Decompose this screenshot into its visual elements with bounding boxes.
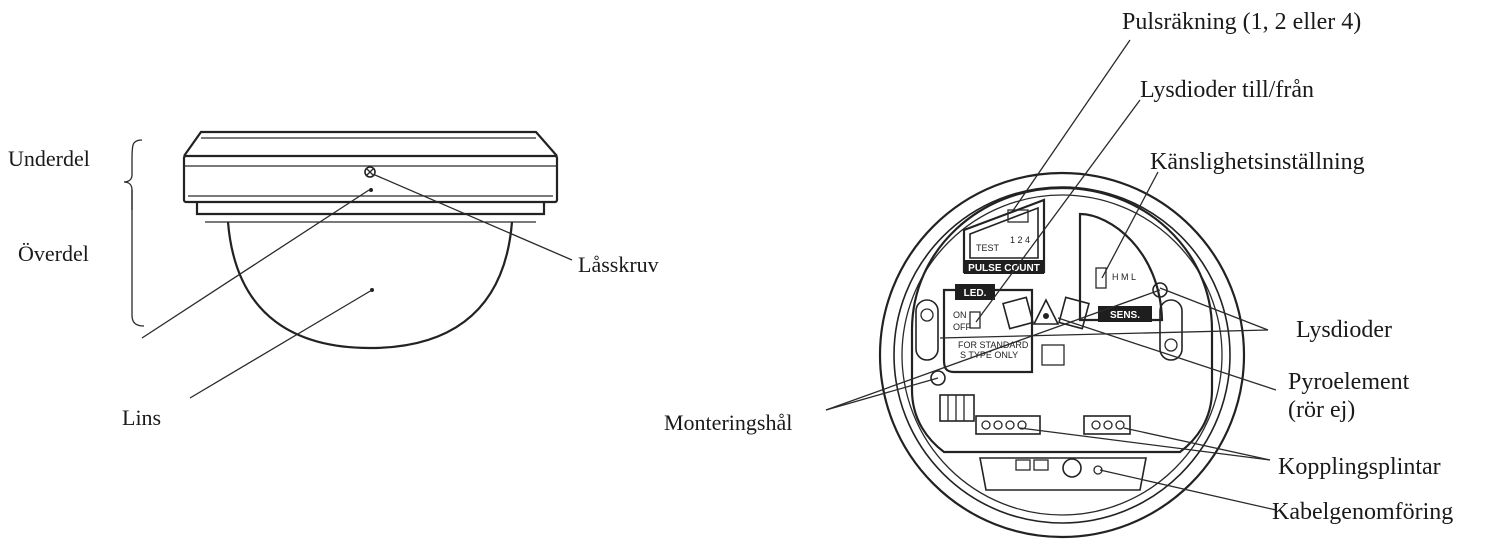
kabelgenomforing-leader: [1099, 469, 1277, 511]
led-switch: LED. ON OFF FOR STANDARD S TYPE ONLY: [942, 284, 1034, 374]
pyroelement: [1002, 296, 1090, 366]
label-pyroelement: Pyroelement: [1288, 369, 1410, 395]
label-monteringshal: Monteringshål: [664, 410, 793, 435]
pyroelement-leader: [1057, 317, 1277, 391]
svg-text:1 2 4: 1 2 4: [1010, 235, 1030, 245]
label-pulsrakning: Pulsräkning (1, 2 eller 4): [1122, 9, 1362, 35]
kopplingsplintar-leader-2: [1123, 427, 1271, 461]
svg-text:S TYPE ONLY: S TYPE ONLY: [960, 350, 1018, 360]
lins-leader: [189, 289, 373, 399]
terminal-blocks: [939, 394, 1131, 435]
svg-text:ON: ON: [953, 310, 967, 320]
overdel-leader: [141, 189, 370, 339]
label-lasskruv: Låsskruv: [578, 252, 659, 277]
kanslighet-leader: [1101, 171, 1159, 279]
label-underdel: Underdel: [8, 146, 90, 171]
overdel-bracket: [131, 190, 145, 327]
lysdioder-leader-1: [939, 329, 1269, 339]
monteringshal-leader-1: [825, 377, 939, 411]
pulsrakning-leader: [1011, 39, 1131, 213]
side-view-detector: [123, 130, 573, 399]
label-pyroelement-note: (rör ej): [1288, 397, 1356, 423]
svg-text:H M L: H M L: [1112, 272, 1136, 282]
underdel-bracket: [123, 139, 143, 210]
svg-text:OFF: OFF: [953, 322, 971, 332]
base-rim: [195, 202, 546, 216]
mounting-hole-left: [915, 299, 946, 386]
sensitivity-switch: SENS. H M L: [1078, 212, 1164, 322]
lysdioder-tillfran-leader: [975, 99, 1141, 323]
cable-entry: [979, 457, 1147, 491]
lasskruv-leader: [374, 174, 573, 261]
lysdioder-leader-2: [1159, 287, 1269, 331]
svg-text:FOR STANDARD: FOR STANDARD: [958, 340, 1029, 350]
label-kabelgenomforing: Kabelgenomföring: [1272, 499, 1454, 525]
top-view-detector: PULSE COUNT TEST 1 2 4 LED. ON OFF FOR S…: [825, 39, 1277, 539]
monteringshal-leader-2: [825, 289, 1161, 411]
dome-lens: [226, 221, 514, 350]
base-body: [182, 154, 559, 204]
label-lins: Lins: [122, 405, 162, 430]
svg-text:SENS.: SENS.: [1110, 310, 1140, 321]
lock-screw: [364, 166, 376, 178]
label-lysdioder: Lysdioder: [1296, 317, 1392, 343]
label-lysdioder-tillfran: Lysdioder till/från: [1140, 77, 1314, 103]
label-kopplingsplintar: Kopplingsplintar: [1278, 454, 1441, 480]
outer-ring: [878, 171, 1246, 539]
svg-text:TEST: TEST: [976, 243, 1000, 253]
inner-housing: [910, 186, 1214, 454]
pulse-count-switch: PULSE COUNT TEST 1 2 4: [962, 198, 1046, 274]
label-overdel: Överdel: [18, 241, 89, 266]
base-top-cap: [183, 130, 558, 157]
mounting-hole-right: [1152, 282, 1183, 361]
label-kanslighet: Känslighetsinställning: [1150, 149, 1365, 175]
svg-text:PULSE COUNT: PULSE COUNT: [968, 263, 1040, 274]
kopplingsplintar-leader: [1019, 427, 1271, 461]
svg-text:LED.: LED.: [964, 288, 987, 299]
